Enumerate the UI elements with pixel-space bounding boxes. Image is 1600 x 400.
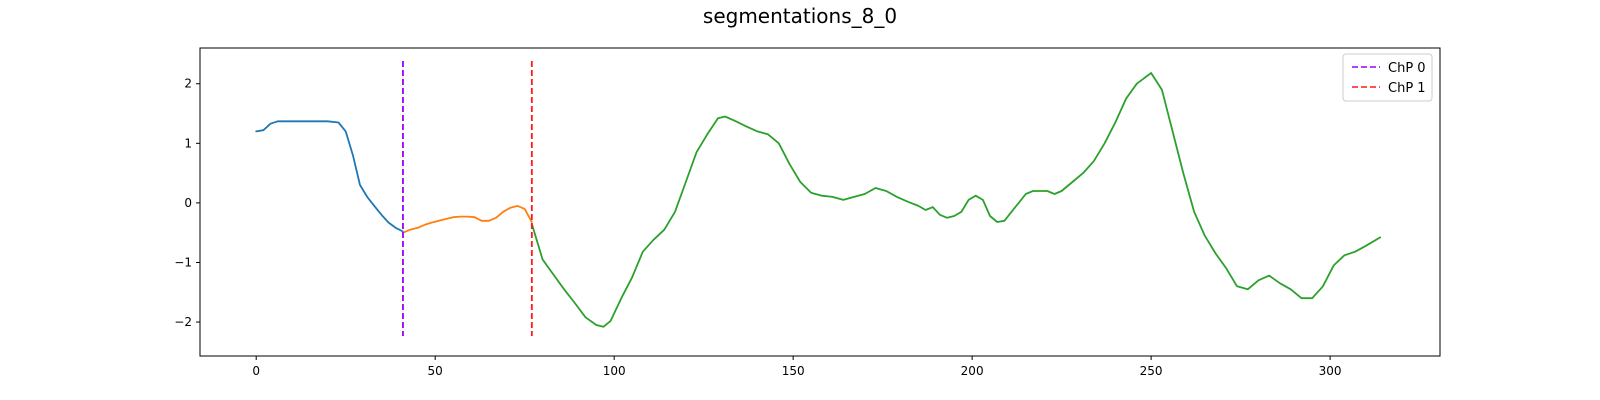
legend-box	[1342, 53, 1433, 102]
legend-label-chp-1: ChP 1	[1388, 81, 1426, 96]
legend: ChP 0 ChP 1	[1342, 53, 1433, 102]
plot-area-frame	[199, 47, 1441, 357]
series-line-2	[530, 72, 1382, 328]
series-line-1	[402, 205, 533, 234]
x-tick-label: 250	[1140, 364, 1163, 378]
x-tick-label: 200	[961, 364, 984, 378]
series-line-0	[255, 120, 404, 233]
x-tick-label: 50	[428, 364, 443, 378]
y-tick-label: −1	[174, 255, 192, 269]
y-axis-ticks: −2 −1 0 1 2	[174, 77, 200, 329]
x-tick-label: 0	[252, 364, 260, 378]
changepoint-lines	[402, 61, 533, 336]
x-tick-label: 150	[782, 364, 805, 378]
x-tick-label: 300	[1319, 364, 1342, 378]
y-tick-label: 0	[184, 196, 192, 210]
legend-label-chp-0: ChP 0	[1388, 61, 1426, 76]
y-tick-label: 2	[184, 77, 192, 91]
x-tick-label: 100	[603, 364, 626, 378]
x-axis-ticks: 0 50 100 150 200 250 300	[252, 356, 1342, 378]
series-layer	[255, 72, 1382, 328]
chart-title: segmentations_8_0	[702, 4, 898, 28]
y-tick-label: 1	[184, 136, 192, 150]
y-tick-label: −2	[174, 315, 192, 329]
